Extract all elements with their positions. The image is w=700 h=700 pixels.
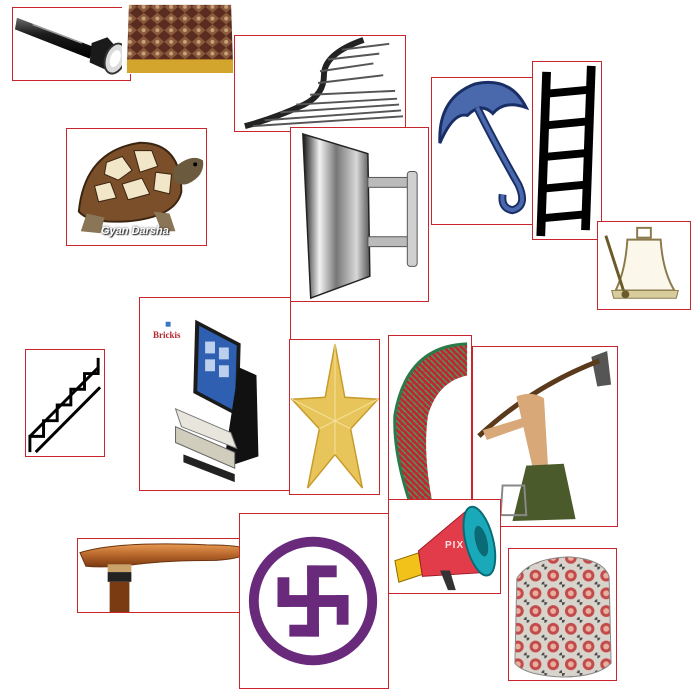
- stairs-image: [25, 349, 105, 457]
- ladder-image: [532, 61, 602, 240]
- umbrella-image: [431, 77, 537, 225]
- megaphone-icon: [394, 505, 497, 591]
- star-image: [289, 339, 380, 495]
- bell-icon: [604, 226, 679, 299]
- tortoise-image: Gyan Darsha: [66, 128, 207, 246]
- flashlight-image: [12, 7, 131, 81]
- walking-stick-icon: [79, 543, 249, 612]
- tortoise-icon: [77, 141, 204, 234]
- flashlight-icon: [14, 17, 127, 75]
- swastika-image: [239, 513, 389, 689]
- embroidered-cap-image: [122, 0, 236, 74]
- pouf-image: [508, 548, 617, 681]
- star-icon: [290, 343, 379, 489]
- cap-icon: [123, 1, 235, 73]
- staircase-icon: [244, 37, 404, 129]
- bell-image: [597, 221, 691, 310]
- hoe-icon: [477, 350, 612, 522]
- tortoise-watermark: Gyan Darsha: [101, 225, 169, 237]
- swastika-icon: [248, 536, 378, 666]
- fan-image: [388, 335, 472, 516]
- umbrella-icon: [438, 80, 530, 215]
- megaphone-watermark: PIX: [445, 540, 465, 551]
- fan-icon: [393, 342, 468, 511]
- computer-kiosk-image: Brickis: [139, 297, 291, 491]
- megaphone-image: PIX: [388, 499, 501, 594]
- farmer-hoe-image: [472, 346, 618, 527]
- iron-icon: [302, 132, 418, 300]
- computer-brand-label: Brickis: [153, 330, 181, 340]
- spiral-staircase-image: [234, 35, 406, 132]
- walking-stick-image: [77, 538, 251, 613]
- ladder-icon: [536, 65, 596, 237]
- stairs-icon: [28, 357, 102, 454]
- computer-icon: [165, 319, 259, 483]
- pouf-icon: [514, 556, 612, 678]
- flat-iron-image: [290, 127, 429, 302]
